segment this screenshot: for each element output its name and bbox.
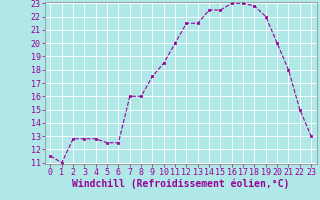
X-axis label: Windchill (Refroidissement éolien,°C): Windchill (Refroidissement éolien,°C) (72, 179, 290, 189)
